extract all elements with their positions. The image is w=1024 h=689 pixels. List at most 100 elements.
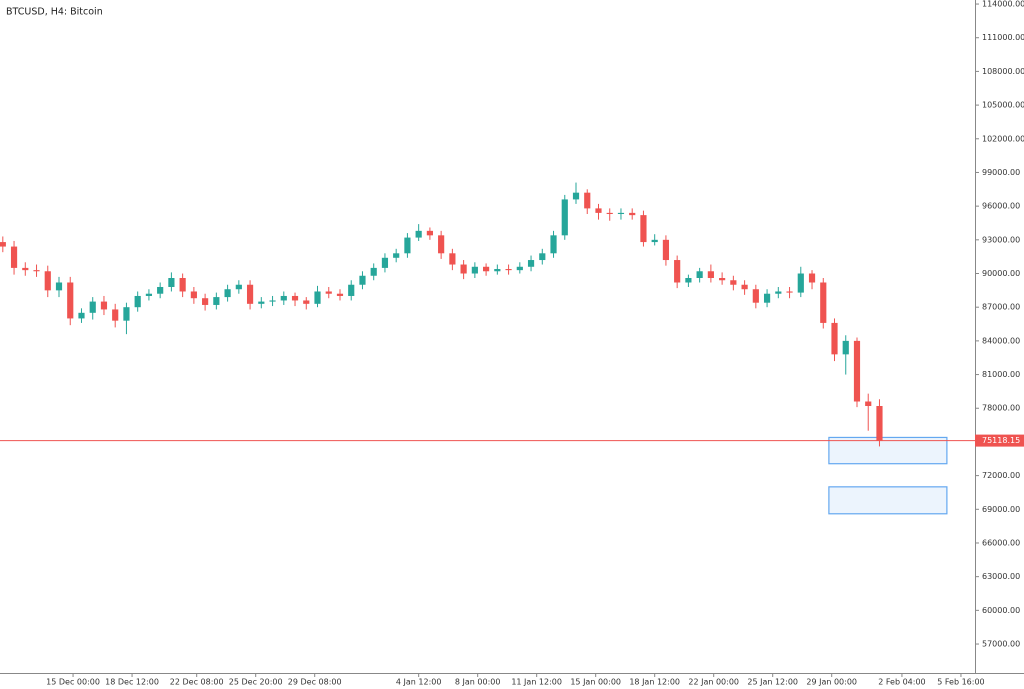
candle-body	[561, 199, 568, 236]
y-tick-label: 57000.00	[982, 640, 1020, 649]
candle-body	[415, 230, 422, 238]
x-tick-label: 18 Jan 12:00	[629, 678, 680, 687]
candle-body	[617, 212, 625, 215]
candle-body	[550, 235, 557, 254]
y-tick-label: 63000.00	[982, 572, 1020, 581]
candle-body	[719, 278, 726, 281]
current-price-tag	[975, 434, 1024, 447]
candle-body	[258, 301, 265, 304]
x-tick-label: 29 Jan 00:00	[806, 678, 857, 687]
x-tick-label: 25 Dec 20:00	[229, 678, 283, 687]
candle-body	[33, 270, 40, 272]
candle-body	[471, 266, 478, 274]
candle-body	[707, 271, 714, 279]
candle-body	[246, 284, 254, 304]
candle-body	[842, 340, 849, 355]
candle-body	[381, 257, 389, 268]
candle-body	[55, 282, 63, 291]
x-tick-label: 22 Jan 00:00	[688, 678, 739, 687]
chart-title: BTCUSD, H4: Bitcoin	[6, 7, 103, 18]
candle-body	[449, 253, 456, 265]
candle-body	[291, 295, 299, 301]
candle-body	[348, 284, 355, 296]
current-price-label: 75118.15	[982, 436, 1020, 445]
candle-body	[67, 282, 74, 319]
candle-body	[483, 266, 490, 272]
zone	[828, 436, 948, 465]
candle-body	[741, 284, 748, 290]
candle-body	[235, 284, 242, 290]
candle-body	[89, 301, 96, 313]
candle-body	[157, 286, 164, 294]
candle-body	[370, 267, 377, 276]
candle-body	[606, 212, 613, 215]
y-tick-label: 69000.00	[982, 505, 1020, 514]
candle-body	[629, 212, 636, 216]
candle-body	[808, 273, 816, 283]
x-tick-label: 29 Dec 08:00	[288, 678, 342, 687]
y-tick-label: 78000.00	[982, 404, 1020, 413]
candle-body	[572, 192, 580, 200]
y-tick-label: 102000.00	[982, 134, 1024, 143]
y-tick-label: 93000.00	[982, 235, 1020, 244]
y-tick-label: 90000.00	[982, 269, 1020, 278]
zone	[828, 486, 948, 515]
candle-body	[516, 266, 523, 271]
x-tick-label: 15 Dec 00:00	[46, 678, 100, 687]
candle-body	[145, 293, 153, 296]
candle-body	[786, 291, 793, 293]
x-tick-label: 11 Jan 12:00	[511, 678, 562, 687]
x-tick-label: 8 Jan 00:00	[455, 678, 501, 687]
x-tick-label: 25 Jan 12:00	[747, 678, 798, 687]
candle-body	[797, 273, 804, 293]
y-tick-label: 87000.00	[982, 303, 1020, 312]
candle-body	[674, 260, 681, 283]
candle-body	[190, 291, 197, 299]
y-tick-label: 84000.00	[982, 336, 1020, 345]
candle-body	[438, 235, 445, 254]
candle-body	[494, 269, 501, 272]
y-tick-label: 111000.00	[982, 33, 1024, 42]
candle-body	[393, 253, 400, 258]
y-tick-label: 60000.00	[982, 606, 1020, 615]
candle-body	[865, 401, 872, 407]
x-tick-label: 4 Jan 12:00	[396, 678, 442, 687]
candle-body	[730, 280, 737, 285]
candle-body	[763, 293, 771, 303]
y-tick-label: 114000.00	[982, 0, 1024, 9]
candle-body	[426, 230, 433, 236]
y-tick-label: 108000.00	[982, 67, 1024, 76]
candle-body	[775, 291, 782, 294]
candle-body	[662, 239, 670, 261]
candle-body	[303, 300, 310, 304]
candle-body	[112, 309, 119, 321]
candle-body	[134, 295, 141, 308]
candle-body	[168, 278, 175, 287]
candle-body	[696, 271, 703, 279]
candle-body	[505, 269, 512, 271]
candle-body	[876, 406, 883, 441]
y-tick-label: 105000.00	[982, 101, 1024, 110]
candle-body	[539, 253, 546, 261]
candle-body	[336, 293, 344, 296]
candle-body	[820, 282, 827, 323]
candle-body	[269, 300, 276, 302]
candle-body	[651, 239, 658, 243]
candle-body	[202, 298, 209, 305]
candle-body	[123, 307, 130, 321]
y-tick-label: 99000.00	[982, 168, 1020, 177]
y-tick-label: 66000.00	[982, 538, 1020, 547]
candle-body	[460, 264, 467, 274]
candle-body	[640, 215, 647, 243]
x-tick-label: 18 Dec 12:00	[105, 678, 159, 687]
candle-body	[325, 291, 332, 294]
x-tick-label: 22 Dec 08:00	[170, 678, 224, 687]
candle-body	[22, 267, 29, 271]
candle-body	[685, 278, 692, 283]
candle-body	[78, 312, 85, 319]
y-tick-label: 72000.00	[982, 471, 1020, 480]
x-tick-label: 2 Feb 04:00	[878, 678, 925, 687]
